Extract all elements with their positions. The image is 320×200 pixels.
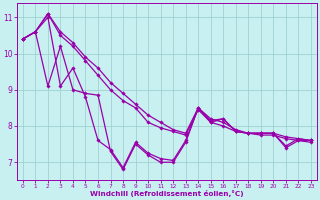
X-axis label: Windchill (Refroidissement éolien,°C): Windchill (Refroidissement éolien,°C) (90, 190, 244, 197)
